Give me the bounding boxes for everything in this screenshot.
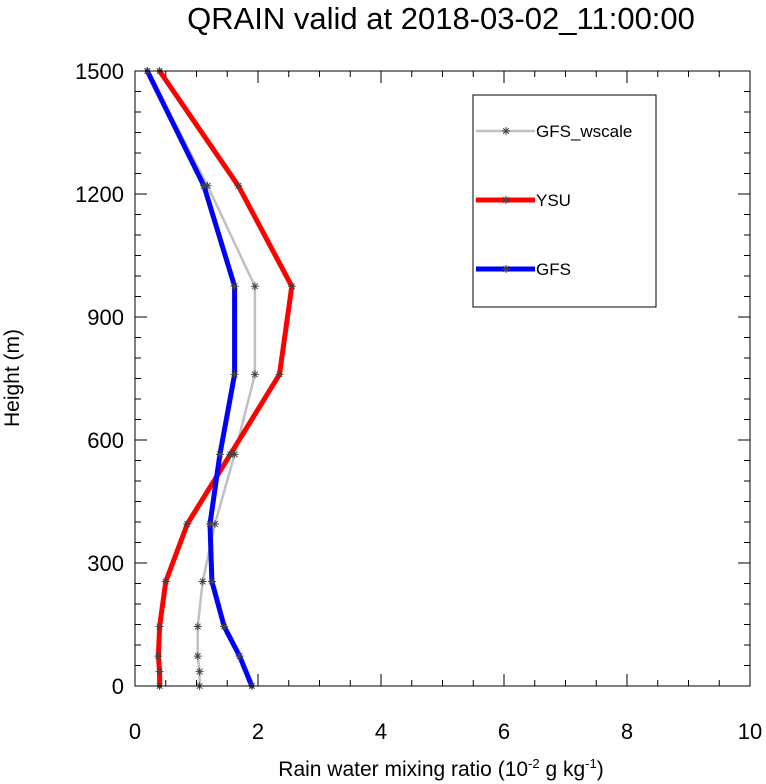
point-gfs-wscale	[230, 450, 239, 459]
y-tick-label: 900	[87, 305, 124, 330]
point-gfs-wscale	[250, 370, 259, 379]
legend-marker-ysu	[502, 196, 510, 204]
x-tick-label: 10	[738, 719, 762, 744]
legend-label-ysu: YSU	[536, 191, 571, 210]
series-line-gfs	[144, 68, 255, 689]
legend: GFS_wscale YSU GFS	[472, 94, 657, 308]
x-tick-label: 6	[498, 719, 510, 744]
x-axis-label-mid: g kg	[540, 758, 586, 781]
point-gfs	[207, 577, 216, 586]
point-gfs	[230, 282, 239, 291]
point-gfs	[220, 622, 229, 631]
point-gfs-wscale	[250, 282, 259, 291]
x-tick-label: 2	[252, 719, 264, 744]
point-ysu	[155, 622, 164, 631]
x-axis-label-exp2: -1	[585, 756, 597, 771]
legend-label-gfs-wscale: GFS_wscale	[536, 122, 632, 141]
point-gfs	[215, 450, 224, 459]
x-tick-label: 8	[621, 719, 633, 744]
y-tick-label: 300	[87, 551, 124, 576]
x-axis-label-prefix: Rain water mixing ratio (10	[278, 758, 528, 781]
x-axis-label: Rain water mixing ratio (10-2 g kg-1)	[278, 756, 603, 781]
y-tick-label: 1500	[75, 59, 124, 84]
point-ysu	[161, 577, 170, 586]
point-gfs-wscale	[198, 577, 207, 586]
y-tick-label: 1200	[75, 182, 124, 207]
point-ysu	[226, 450, 235, 459]
legend-marker-gfs-wscale	[502, 127, 510, 135]
point-gfs	[199, 181, 208, 190]
y-tick-label: 600	[87, 428, 124, 453]
point-ysu	[287, 282, 296, 291]
point-ysu	[275, 370, 284, 379]
point-ysu	[234, 181, 243, 190]
point-ysu	[155, 667, 164, 676]
x-tick-label: 4	[375, 719, 387, 744]
point-gfs-wscale	[193, 622, 202, 631]
point-gfs	[230, 370, 239, 379]
ticks-layer: 0 2 4 6 8 10 0 300 600 900 1200 1500	[75, 59, 762, 744]
legend-marker-gfs	[502, 265, 510, 273]
point-ysu	[154, 652, 163, 661]
x-tick-label: 0	[129, 719, 141, 744]
series-layer	[143, 67, 296, 690]
point-gfs-wscale	[193, 652, 202, 661]
y-tick-label: 0	[112, 674, 124, 699]
legend-label-gfs: GFS	[536, 260, 571, 279]
x-axis-label-suffix: )	[597, 758, 604, 781]
chart-title: QRAIN valid at 2018-03-02_11:00:00	[187, 1, 695, 36]
x-axis-label-exp1: -2	[528, 756, 540, 771]
point-gfs	[206, 520, 215, 529]
point-gfs-wscale	[210, 520, 219, 529]
point-gfs-wscale	[195, 667, 204, 676]
y-axis-label: Height (m)	[1, 329, 24, 427]
point-ysu	[183, 520, 192, 529]
point-gfs	[235, 652, 244, 661]
